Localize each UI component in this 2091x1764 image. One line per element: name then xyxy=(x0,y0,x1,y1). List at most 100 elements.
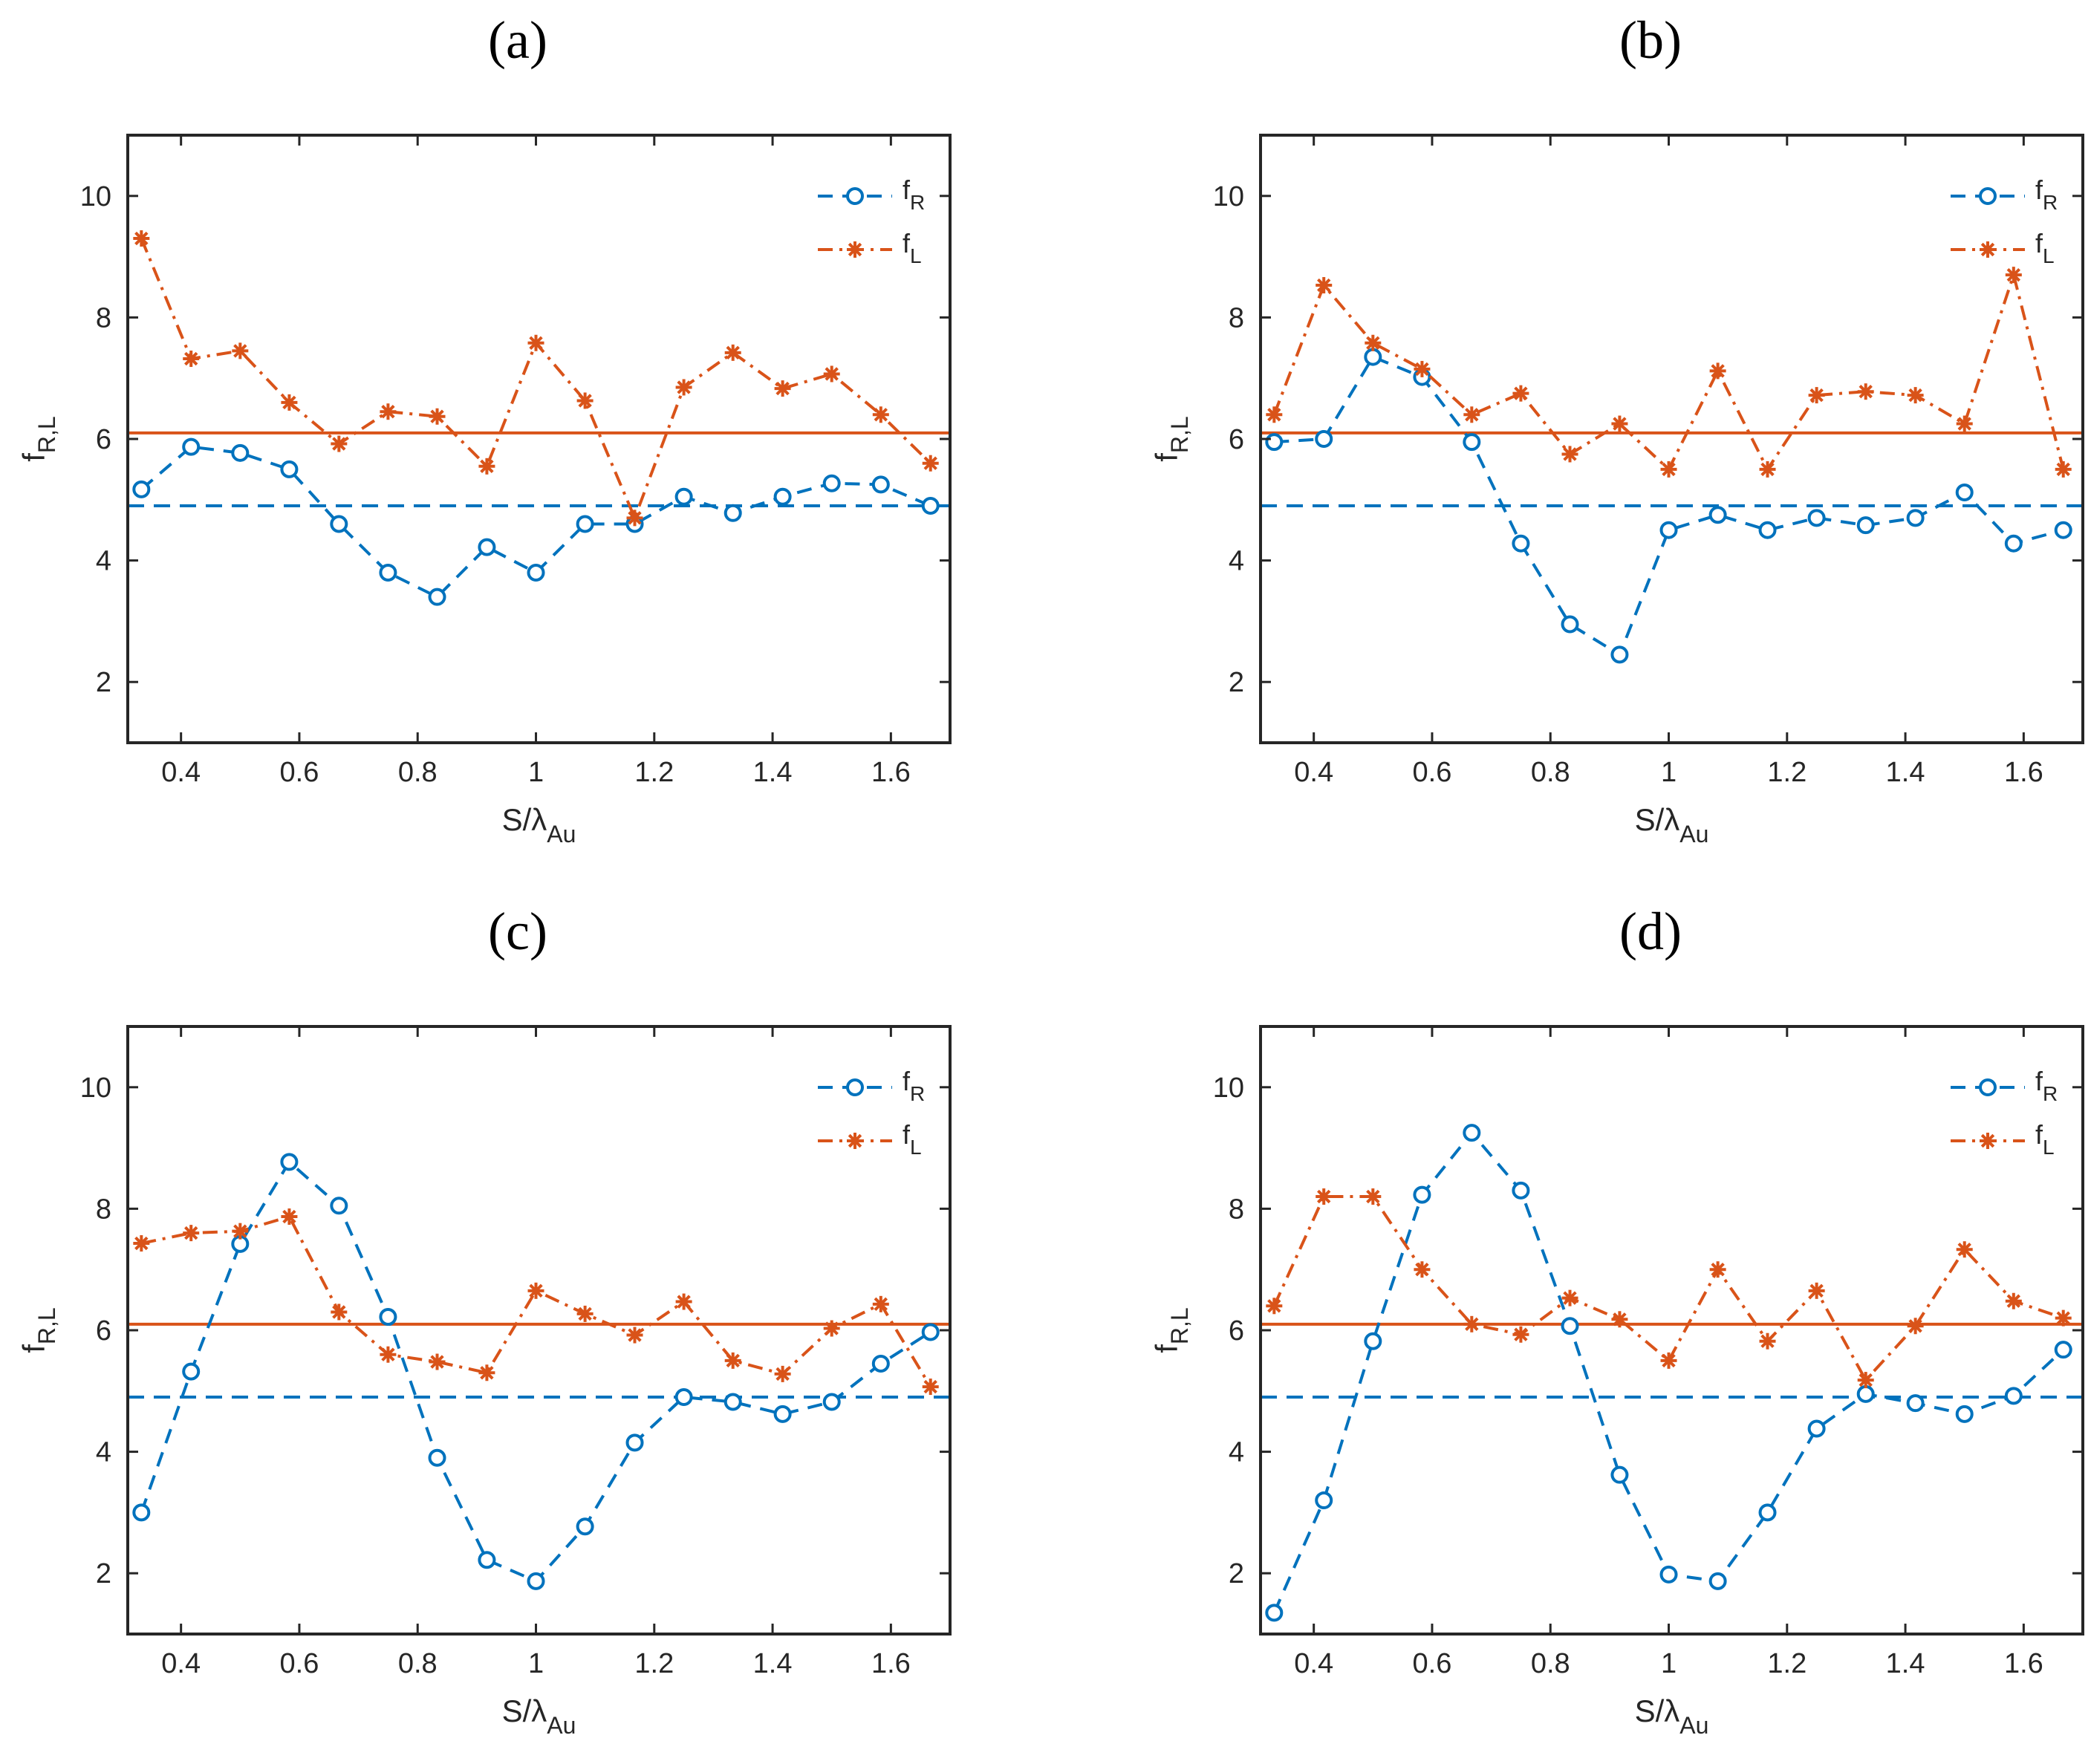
data-point-fL xyxy=(1316,277,1333,294)
data-point-fL xyxy=(1561,446,1578,463)
data-point-fL xyxy=(1709,362,1726,380)
data-point-fR xyxy=(379,1308,397,1327)
x-tick-label: 1.6 xyxy=(2004,757,2043,788)
data-point-fR xyxy=(723,1393,742,1411)
x-tick-label: 0.4 xyxy=(1294,757,1333,788)
data-point-fR xyxy=(527,563,545,582)
series-line-fL xyxy=(140,1214,932,1388)
legend-label-fL: fL xyxy=(2035,228,2055,267)
x-axis-label: S/λAu xyxy=(502,802,576,847)
y-tick-label: 10 xyxy=(80,1073,111,1104)
y-axis-label: fR,L xyxy=(16,1307,60,1353)
data-point-fL xyxy=(331,435,348,452)
data-point-fR xyxy=(2054,1341,2072,1359)
y-tick-label: 6 xyxy=(1229,1315,1244,1347)
legend-marker-fR xyxy=(1979,187,1997,205)
data-point-fR xyxy=(2054,521,2072,539)
data-point-fL xyxy=(1316,1188,1333,1205)
data-point-fL xyxy=(922,1379,939,1396)
data-point-fR xyxy=(1463,1124,1481,1142)
legend-marker-fR xyxy=(846,187,864,205)
panel-label: (a) xyxy=(488,10,547,70)
data-point-fL xyxy=(626,1327,643,1344)
legend-marker-fL xyxy=(847,1133,863,1149)
legend-label-fR: fR xyxy=(2035,175,2058,214)
data-point-fR xyxy=(1856,1384,1875,1403)
data-point-fL xyxy=(774,1365,791,1382)
x-axis-label: S/λAu xyxy=(1635,802,1709,847)
y-tick-label: 8 xyxy=(1229,1194,1244,1225)
y-tick-label: 6 xyxy=(96,424,111,455)
legend: fR fL xyxy=(818,1066,925,1159)
panel-c: (c)0.4 0.6 0.8 1 1.2 1.4 1.6246810S/λAufR,LfRf… xyxy=(16,902,952,1739)
legend-marker-fR xyxy=(1979,1078,1997,1096)
data-point-fR xyxy=(1512,534,1530,553)
data-point-fR xyxy=(1659,521,1678,539)
y-tick-label: 2 xyxy=(96,1558,111,1589)
y-axis-label: fR,L xyxy=(1149,1307,1193,1353)
x-tick-label: 0.4 xyxy=(161,757,201,788)
data-point-fL xyxy=(183,351,200,368)
plot-frame xyxy=(126,134,952,744)
data-point-fR xyxy=(723,504,742,522)
data-point-fR xyxy=(280,1153,299,1171)
x-tick-label: 1.4 xyxy=(1886,757,1925,788)
data-point-fL xyxy=(527,334,544,351)
y-tick-label: 10 xyxy=(80,181,111,212)
x-tick-label: 1.2 xyxy=(1767,757,1807,788)
data-point-fR xyxy=(1758,521,1777,539)
data-point-fL xyxy=(823,365,840,383)
data-point-fR xyxy=(576,515,594,533)
data-point-fR xyxy=(1610,645,1629,664)
y-tick-label: 8 xyxy=(1229,302,1244,333)
data-point-fL xyxy=(281,394,298,411)
series-line-fL xyxy=(1272,1195,2064,1383)
x-tick-label: 0.6 xyxy=(280,1648,319,1679)
y-tick-label: 6 xyxy=(1229,424,1244,455)
data-point-fR xyxy=(822,1393,841,1411)
data-point-fL xyxy=(429,1353,446,1370)
data-point-fR xyxy=(1708,506,1727,524)
data-point-fL xyxy=(331,1304,348,1321)
data-point-fR xyxy=(428,1448,446,1467)
data-point-fR xyxy=(1413,1185,1431,1204)
panel-label: (d) xyxy=(1619,902,1682,961)
x-tick-label: 1.4 xyxy=(1886,1648,1925,1679)
data-point-fR xyxy=(2004,534,2023,553)
data-point-fR xyxy=(1315,1491,1333,1510)
data-point-fR xyxy=(871,475,890,494)
data-point-fR xyxy=(1906,1394,1925,1413)
data-point-fL xyxy=(1463,1315,1480,1332)
data-point-fR xyxy=(379,563,397,582)
series-line-fL xyxy=(140,238,932,522)
data-point-fR xyxy=(625,1433,644,1452)
x-tick-label: 0.6 xyxy=(1413,757,1452,788)
series-line-fL xyxy=(1272,269,2065,472)
data-point-fL xyxy=(872,406,889,423)
y-tick-label: 8 xyxy=(96,1194,111,1225)
x-tick-label: 1.2 xyxy=(634,1648,674,1679)
legend-label-fL: fL xyxy=(903,1119,922,1159)
legend-label-fR: fR xyxy=(903,1066,925,1105)
plot-frame xyxy=(1259,134,2084,744)
data-point-fR xyxy=(921,1323,940,1341)
plot-frame xyxy=(126,1025,952,1636)
data-point-fL xyxy=(1808,387,1825,404)
data-point-fR xyxy=(1463,433,1481,452)
data-point-fR xyxy=(1265,1604,1284,1622)
x-tick-label: 1.2 xyxy=(1767,1648,1807,1679)
data-point-fL xyxy=(527,1282,544,1299)
data-point-fL xyxy=(429,408,446,425)
data-point-fR xyxy=(132,1503,151,1522)
legend-label-fL: fL xyxy=(903,228,922,267)
data-point-fR xyxy=(1856,516,1875,535)
data-point-fR xyxy=(1758,1503,1777,1522)
data-point-fL xyxy=(1660,460,1677,478)
panel-label: (c) xyxy=(488,902,547,961)
x-tick-label: 0.8 xyxy=(398,1648,438,1679)
y-tick-label: 4 xyxy=(96,546,111,577)
data-point-fR xyxy=(1364,1332,1382,1350)
data-point-fL xyxy=(1463,406,1480,423)
y-tick-label: 4 xyxy=(96,1437,111,1468)
data-point-fR xyxy=(1807,1419,1826,1438)
